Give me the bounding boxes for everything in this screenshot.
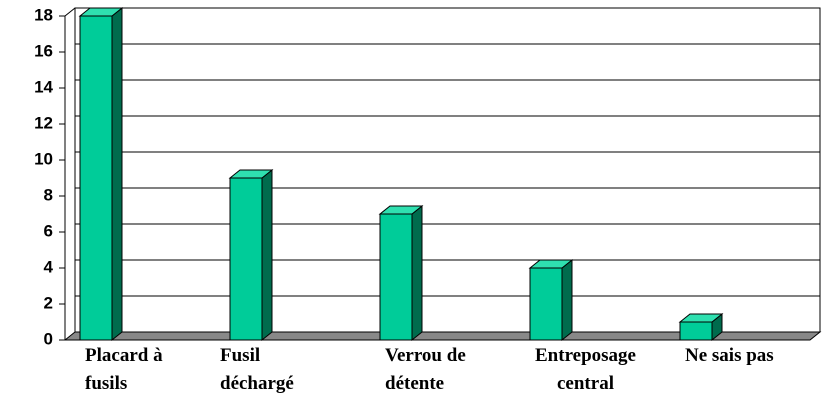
y-tick-label: 14 (34, 77, 53, 96)
bar-side (411, 204, 423, 342)
bar-side (561, 258, 573, 342)
bar-side (261, 168, 273, 342)
x-tick-label: Placard à fusils (85, 345, 163, 394)
y-tick-label: 10 (34, 149, 53, 168)
y-tick-label: 4 (44, 257, 54, 276)
bar-side (111, 6, 123, 342)
y-tick-label: 18 (34, 5, 53, 24)
y-tick-label: 16 (34, 41, 53, 60)
y-tick-label: 0 (44, 329, 53, 348)
y-tick-label: 12 (34, 113, 53, 132)
bar (529, 267, 563, 341)
y-tick-label: 8 (44, 185, 53, 204)
bar (79, 15, 113, 341)
y-tick-label: 6 (44, 221, 53, 240)
back-wall (74, 7, 821, 333)
x-tick-label: Ne sais pas (685, 345, 774, 366)
bar (229, 177, 263, 341)
y-tick-label: 2 (44, 293, 53, 312)
y-axis-back (64, 7, 76, 17)
x-tick-label: Entreposage central (535, 345, 636, 394)
x-tick-label: Verrou de détente (385, 345, 466, 394)
bar (379, 213, 413, 341)
bar (679, 321, 713, 341)
x-tick-label: Fusil déchargé (220, 345, 294, 394)
